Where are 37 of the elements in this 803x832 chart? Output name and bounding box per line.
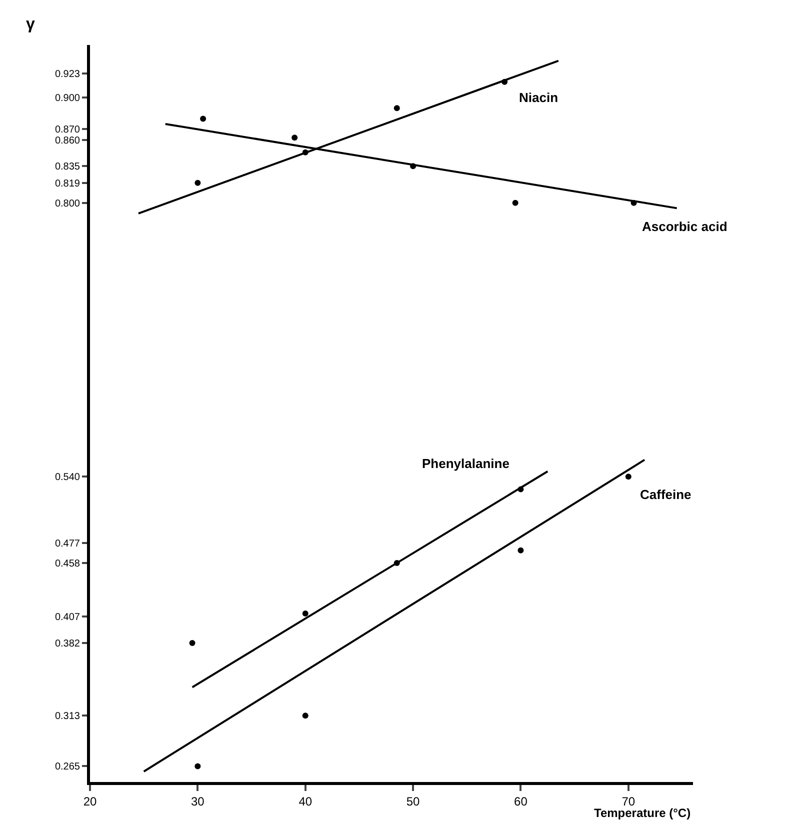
- point: [625, 474, 632, 480]
- point: [194, 180, 201, 186]
- y-tick-label: 0.313: [54, 711, 80, 722]
- y-tick-label: 0.860: [54, 135, 80, 146]
- point: [518, 547, 524, 554]
- x-tick-label: 50: [406, 794, 420, 808]
- x-tick-label: 30: [191, 794, 205, 808]
- series-label: Niacin: [519, 90, 558, 105]
- point: [302, 610, 308, 617]
- x-axis-title: Temperature (°C): [594, 806, 691, 820]
- y-tick-label: 0.923: [54, 68, 80, 80]
- y-tick-label: 0.458: [54, 558, 80, 570]
- y-tick-label: 0.819: [54, 178, 80, 190]
- x-tick-label: 40: [298, 794, 312, 808]
- x-tick-label: 20: [83, 794, 97, 808]
- y-axis-title: γ: [26, 16, 35, 33]
- x-tick-label: 70: [622, 794, 636, 808]
- y-tick-label: 0.835: [54, 162, 80, 173]
- y-tick-label: 0.870: [54, 124, 80, 136]
- y-tick-label: 0.540: [54, 472, 80, 484]
- point: [189, 640, 196, 646]
- y-tick-label: 0.407: [54, 612, 80, 624]
- point: [194, 763, 201, 770]
- series-label: Phenylalanine: [422, 456, 510, 471]
- y-tick-label: 0.382: [54, 638, 80, 650]
- y-tick-label: 0.800: [54, 198, 80, 210]
- point: [394, 105, 400, 112]
- point: [302, 712, 308, 719]
- point: [292, 134, 298, 141]
- point: [200, 116, 206, 122]
- point: [512, 200, 518, 206]
- y-tick-label: 0.265: [54, 762, 80, 773]
- y-tick-label: 0.900: [54, 93, 80, 104]
- series-label: Caffeine: [640, 487, 692, 502]
- x-tick-label: 60: [514, 794, 528, 808]
- series-label: Ascorbic acid: [642, 219, 728, 234]
- y-tick-label: 0.477: [54, 538, 80, 550]
